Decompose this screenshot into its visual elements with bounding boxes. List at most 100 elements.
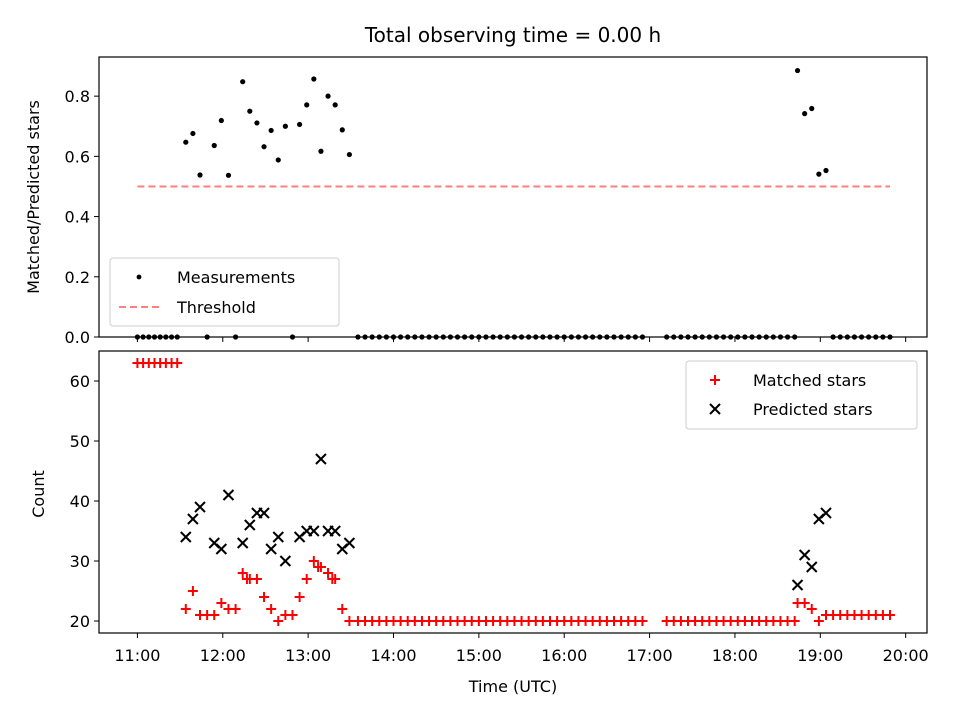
- top-ytick-label: 0.0: [65, 328, 90, 347]
- predicted-stroke: [791, 579, 804, 591]
- predicted-point: [315, 453, 327, 465]
- predicted-point: [258, 507, 270, 519]
- predicted-point: [215, 543, 228, 555]
- predicted-stroke: [272, 531, 284, 543]
- predicted-stroke: [329, 525, 341, 537]
- measurement-point: [282, 123, 288, 129]
- bottom-ytick-label: 50: [70, 432, 90, 451]
- bottom-xtick-label: 12:00: [200, 646, 246, 665]
- matched-point: [172, 358, 183, 368]
- top-panel: Total observing time = 0.00 h Matched/Pr…: [24, 23, 928, 347]
- measurement-point: [240, 79, 246, 85]
- legend-matched-marker: [710, 375, 720, 385]
- measurement-point: [254, 120, 260, 126]
- matched-point: [344, 616, 355, 626]
- predicted-stroke: [279, 555, 292, 567]
- bottom-xtick-label: 15:00: [456, 646, 502, 665]
- measurement-point: [261, 144, 267, 150]
- predicted-stroke: [244, 519, 256, 531]
- predicted-stroke: [265, 543, 277, 555]
- predicted-point: [791, 579, 804, 591]
- matched-point: [885, 610, 896, 620]
- predicted-stroke: [215, 543, 228, 555]
- measurement-point: [809, 105, 815, 112]
- legend-predicted-label: Predicted stars: [753, 400, 873, 419]
- top-axes-frame: [98, 56, 928, 338]
- predicted-point: [244, 519, 256, 531]
- measurement-point: [183, 139, 189, 145]
- bottom-y-ticks: 20 30 40 50 60: [70, 372, 99, 631]
- bottom-xtick-label: 13:00: [285, 646, 331, 665]
- matched-point: [330, 574, 341, 584]
- bottom-xlabel: Time (UTC): [468, 677, 557, 696]
- measurement-point: [339, 127, 345, 133]
- predicted-point: [236, 537, 249, 549]
- bottom-ytick-label: 30: [70, 552, 90, 571]
- bottom-ytick-label: 40: [70, 492, 90, 511]
- matched-point: [799, 598, 810, 608]
- matched-point: [180, 604, 191, 614]
- top-ytick-label: 0.6: [65, 147, 90, 166]
- top-ytick-label: 0.4: [65, 208, 90, 227]
- predicted-stroke: [820, 507, 832, 519]
- measurement-point: [247, 108, 253, 114]
- matched-point: [251, 574, 262, 584]
- measurement-point: [275, 157, 281, 163]
- bottom-ylabel: Count: [29, 470, 48, 518]
- matched-point: [273, 616, 284, 626]
- matched-point: [266, 604, 277, 614]
- bottom-ytick-label: 60: [70, 372, 90, 391]
- measurement-point: [325, 93, 331, 99]
- matched-point: [813, 616, 824, 626]
- matched-point: [209, 610, 220, 620]
- matched-point: [237, 568, 248, 578]
- predicted-point: [265, 543, 277, 555]
- measurement-point: [823, 167, 829, 174]
- measurement-point: [816, 171, 822, 177]
- predicted-stroke: [208, 537, 220, 549]
- measurement-point: [211, 142, 217, 149]
- measurement-point: [225, 172, 232, 178]
- predicted-point: [329, 525, 341, 537]
- bottom-legend: Matched stars Predicted stars: [685, 360, 918, 430]
- measurement-point: [296, 121, 303, 128]
- legend-predicted-marker: [709, 403, 721, 415]
- predicted-stroke: [194, 501, 206, 513]
- matched-point: [216, 598, 227, 608]
- measurement-point: [311, 76, 317, 82]
- measurement-point: [190, 130, 196, 137]
- top-ylabel: Matched/Predicted stars: [24, 100, 43, 294]
- bottom-xtick-label: 11:00: [114, 646, 160, 665]
- top-series: [134, 67, 893, 340]
- predicted-stroke: [308, 525, 320, 537]
- matched-point: [789, 616, 800, 626]
- bottom-xtick-label: 17:00: [627, 646, 673, 665]
- predicted-stroke: [222, 489, 235, 501]
- bottom-xtick-label: 19:00: [797, 646, 843, 665]
- predicted-stroke: [315, 453, 327, 465]
- matched-point: [294, 592, 305, 602]
- matched-point: [806, 604, 817, 614]
- predicted-point: [194, 501, 206, 513]
- matched-point: [308, 556, 319, 566]
- predicted-point: [806, 561, 818, 573]
- bottom-panel: Count Time (UTC) 20 30 40 50 60 11:00 12:00 13…: [29, 350, 929, 696]
- bottom-legend-box: [685, 360, 918, 430]
- predicted-stroke: [258, 507, 270, 519]
- matched-point: [187, 586, 198, 596]
- bottom-ytick-label: 20: [70, 612, 90, 631]
- bottom-x-ticks: 11:00 12:00 13:00 14:00 15:00 16:00 17:00 18:00…: [114, 633, 929, 665]
- predicted-point: [272, 531, 284, 543]
- matched-point: [315, 562, 326, 572]
- predicted-stroke: [343, 537, 356, 549]
- measurement-point: [218, 117, 224, 124]
- measurement-point: [802, 111, 808, 117]
- measurement-point: [318, 148, 324, 154]
- measurement-point: [268, 127, 274, 134]
- measurement-point: [197, 172, 203, 178]
- predicted-stroke: [187, 513, 199, 525]
- bottom-xtick-label: 16:00: [541, 646, 587, 665]
- measurement-point: [304, 102, 310, 108]
- legend-measurements-marker: [136, 274, 142, 280]
- predicted-point: [820, 507, 832, 519]
